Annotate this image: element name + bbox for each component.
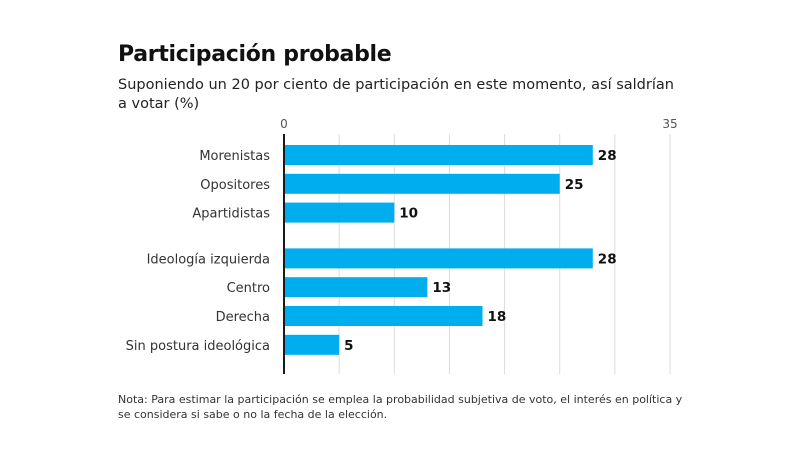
bars [284,145,593,355]
category-label: Ideología izquierda [147,252,270,267]
category-label: Opositores [200,178,270,193]
bar [284,277,428,298]
category-label: Morenistas [199,149,270,164]
value-labels: 28 25 10 28 13 18 5 [344,148,616,354]
value-label: 25 [565,177,584,193]
chart-subtitle: Suponiendo un 20 por ciento de participa… [118,77,674,112]
value-label: 13 [432,280,451,296]
bar [284,248,593,269]
bar [284,306,483,326]
value-label: 28 [598,148,617,164]
footnote: Nota: Para estimar la participación se e… [118,393,683,421]
value-label: 28 [598,251,617,267]
bar [284,173,560,194]
chart-title: Participación probable [118,42,392,67]
bar [284,145,593,165]
value-label: 18 [488,309,507,325]
axis-ticks: 0 35 [280,117,677,131]
value-label: 5 [344,338,353,354]
tick-label: 35 [662,117,677,131]
bar [284,202,395,223]
value-label: 10 [399,206,418,222]
category-labels: Morenistas Opositores Apartidistas Ideologí… [126,149,271,354]
category-label: Sin postura ideológica [126,339,270,354]
tick-label: 0 [280,117,288,131]
bar [284,334,340,355]
category-label: Centro [227,281,270,296]
category-label: Apartidistas [192,207,270,222]
category-label: Derecha [216,310,270,325]
